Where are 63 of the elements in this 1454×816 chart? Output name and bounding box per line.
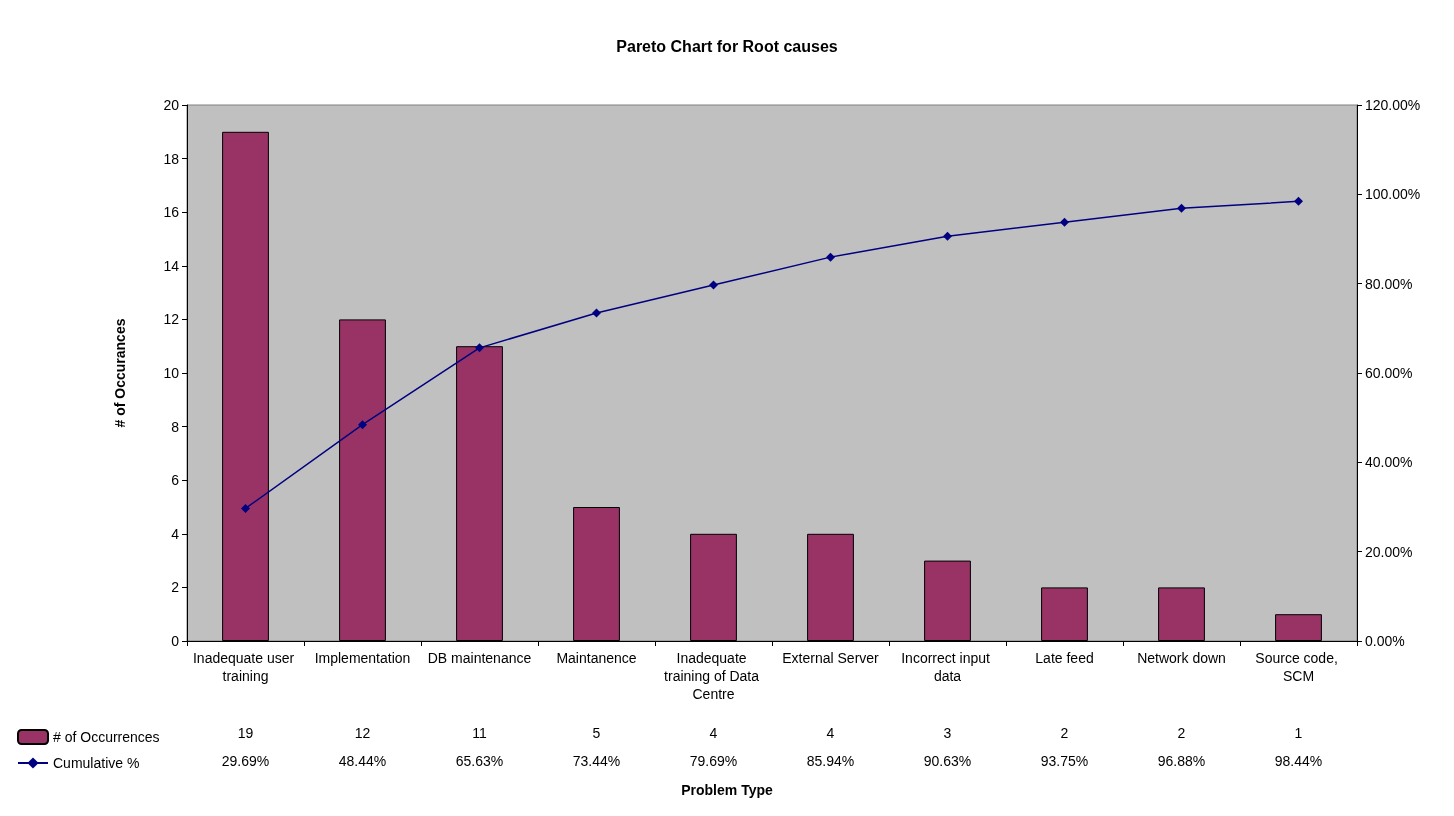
y2-tick-label: 20.00% [1365, 543, 1413, 560]
point [358, 420, 367, 430]
legend-label: Cumulative % [53, 755, 140, 771]
point [943, 231, 952, 241]
x-tick-label: Implementation [314, 650, 411, 666]
y-tick-label: 16 [163, 204, 180, 221]
data-label: 85.94% [806, 753, 855, 769]
data-label: 93.75% [1040, 753, 1089, 769]
y-tick-label: 14 [163, 257, 180, 274]
data-label: 19 [237, 725, 254, 741]
y2-tick-label: 100.00% [1365, 186, 1421, 203]
point [709, 280, 718, 290]
y-tick-label: 12 [163, 311, 180, 328]
data-label: 4 [709, 725, 718, 741]
data-label: 2 [1060, 725, 1069, 741]
y2-tick-label: 60.00% [1365, 365, 1413, 381]
x-tick-label: DB maintenance [427, 650, 532, 666]
data-label: 29.69% [221, 753, 270, 769]
data-label: 79.69% [689, 753, 738, 769]
x-tick-label: Incorrect input data [901, 650, 994, 684]
y-tick-label: 18 [163, 150, 180, 167]
chart-title: Pareto Chart for Root causes [616, 37, 838, 55]
y-tick-label: 10 [163, 365, 180, 381]
y-axis-title: # of Occurances [112, 318, 128, 428]
y-tick-label: 6 [171, 472, 180, 489]
point [1177, 203, 1186, 213]
y-tick-label: 2 [171, 579, 180, 596]
point [475, 343, 484, 353]
data-label: 12 [354, 725, 371, 741]
point [826, 252, 835, 262]
data-label: 48.44% [338, 753, 387, 769]
y-tick-label: 0 [171, 633, 180, 649]
x-tick-label: Inadequate training of Data Centre [664, 650, 763, 702]
y2-tick-label: 80.00% [1365, 275, 1413, 292]
x-tick-label: External Server [782, 650, 880, 666]
data-label: 4 [826, 725, 835, 741]
point [592, 308, 601, 318]
data-label: 65.63% [455, 753, 504, 769]
data-label: 3 [943, 725, 952, 741]
y-tick-label: 4 [171, 525, 180, 542]
legend-label: # of Occurrences [53, 729, 160, 745]
x-tick-label: Network down [1137, 650, 1226, 666]
data-label: 90.63% [923, 753, 972, 769]
x-tick-label: Late feed [1035, 650, 1094, 666]
text: Problem Type [681, 782, 773, 798]
point [1294, 196, 1303, 206]
x-tick-label: Source code, SCM [1255, 650, 1342, 684]
x-tick-label: Inadequate user training [192, 650, 299, 684]
y-tick-label: 8 [171, 418, 180, 435]
point [1060, 217, 1069, 227]
data-label: 11 [472, 725, 487, 741]
data-label: 96.88% [1157, 753, 1206, 769]
y-tick-label: 20 [163, 97, 180, 113]
data-label: 73.44% [572, 753, 621, 769]
data-label: 5 [592, 725, 601, 741]
point [241, 503, 250, 513]
y2-tick-label: 40.00% [1365, 454, 1413, 471]
x-tick-label: Maintanence [556, 650, 637, 666]
data-label: 1 [1294, 725, 1303, 741]
data-label: 2 [1177, 725, 1186, 741]
y2-tick-label: 120.00% [1365, 97, 1421, 113]
data-label: 98.44% [1274, 753, 1323, 769]
y2-tick-label: 0.00% [1365, 633, 1405, 649]
